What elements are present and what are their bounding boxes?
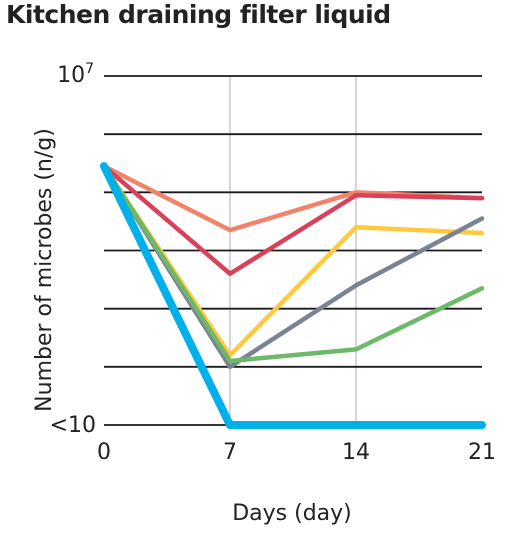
x-tick-label: 7 [223, 440, 237, 465]
y-axis-label: Number of microbes (n/g) [32, 128, 57, 412]
y-tick-bottom: <10 [50, 413, 96, 438]
y-tick-top-exp: 7 [85, 61, 94, 77]
x-tick-label: 14 [342, 440, 370, 465]
chart-title: Kitchen draining filter liquid [6, 0, 391, 29]
x-axis-label: Days (day) [232, 501, 352, 526]
y-tick-top: 107 [57, 61, 94, 88]
x-tick-label: 21 [468, 440, 496, 465]
y-tick-top-base: 10 [57, 63, 85, 88]
x-tick-label: 0 [97, 440, 111, 465]
series-line-6 [100, 162, 486, 429]
tick-labels: 107 <10 0 7 14 21 [50, 61, 496, 465]
series-lines [100, 162, 486, 429]
series-line-5 [101, 163, 485, 364]
series-line-2 [101, 163, 485, 277]
